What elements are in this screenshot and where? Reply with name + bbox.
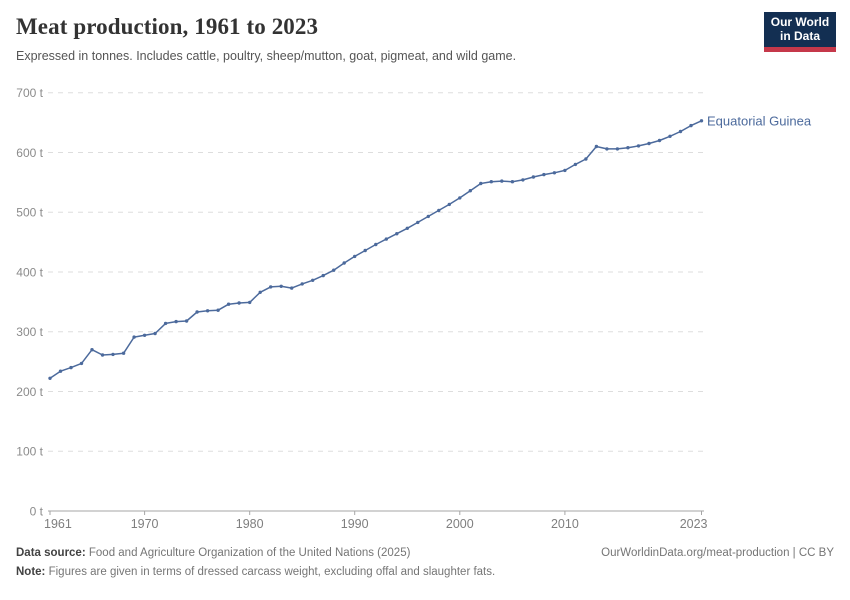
data-point-marker[interactable] bbox=[342, 261, 346, 265]
chart-subtitle: Expressed in tonnes. Includes cattle, po… bbox=[16, 49, 517, 63]
chart-footer: Data source: Food and Agriculture Organi… bbox=[16, 547, 834, 578]
chart-header: Meat production, 1961 to 2023 Expressed … bbox=[16, 14, 756, 63]
data-point-marker[interactable] bbox=[132, 335, 136, 339]
data-point-marker[interactable] bbox=[405, 226, 409, 230]
owid-logo-line2: in Data bbox=[779, 28, 820, 43]
data-point-marker[interactable] bbox=[657, 138, 662, 143]
x-axis-tick-label: 2023 bbox=[680, 517, 708, 531]
data-point-marker[interactable] bbox=[353, 254, 357, 259]
data-point-marker[interactable] bbox=[153, 331, 157, 336]
data-point-marker[interactable] bbox=[426, 214, 430, 219]
data-point-marker[interactable] bbox=[521, 178, 525, 182]
note-label: Note: bbox=[16, 566, 46, 578]
data-source-text: Food and Agriculture Organization of the… bbox=[88, 547, 411, 559]
y-axis-tick-label: 400 t bbox=[16, 266, 43, 280]
data-point-marker[interactable] bbox=[258, 290, 262, 294]
owid-logo[interactable]: Our World in Data bbox=[764, 12, 836, 52]
data-point-marker[interactable] bbox=[90, 348, 94, 352]
data-point-marker[interactable] bbox=[668, 134, 672, 138]
series-line[interactable] bbox=[49, 120, 702, 379]
data-point-marker[interactable] bbox=[437, 208, 441, 213]
y-axis-tick-label: 500 t bbox=[16, 206, 43, 220]
data-point-marker[interactable] bbox=[531, 175, 536, 179]
data-point-marker[interactable] bbox=[542, 172, 546, 177]
data-point-marker[interactable] bbox=[69, 365, 73, 370]
data-point-marker[interactable] bbox=[142, 333, 147, 337]
data-point-marker[interactable] bbox=[174, 319, 178, 324]
data-point-marker[interactable] bbox=[500, 179, 504, 183]
data-point-marker[interactable] bbox=[615, 147, 620, 151]
data-point-marker[interactable] bbox=[584, 157, 588, 161]
data-point-marker[interactable] bbox=[121, 351, 126, 355]
data-point-marker[interactable] bbox=[594, 144, 599, 149]
y-axis-tick-label: 100 t bbox=[16, 445, 43, 459]
data-point-marker[interactable] bbox=[248, 300, 252, 305]
data-point-marker[interactable] bbox=[48, 376, 52, 380]
y-axis-tick-label: 300 t bbox=[16, 325, 43, 339]
series-end-label: Equatorial Guinea bbox=[707, 113, 812, 128]
data-point-marker[interactable] bbox=[332, 268, 336, 272]
data-point-marker[interactable] bbox=[311, 278, 315, 282]
data-source-line: Data source: Food and Agriculture Organi… bbox=[16, 547, 410, 559]
data-point-marker[interactable] bbox=[237, 301, 241, 305]
data-point-marker[interactable] bbox=[269, 285, 273, 289]
data-point-marker[interactable] bbox=[79, 361, 84, 366]
x-axis-tick-label: 1990 bbox=[341, 517, 369, 531]
note-text: Figures are given in terms of dressed ca… bbox=[48, 566, 496, 578]
data-point-marker[interactable] bbox=[205, 309, 210, 313]
x-axis-tick-label: 1961 bbox=[44, 517, 72, 531]
data-point-marker[interactable] bbox=[374, 242, 378, 247]
data-point-marker[interactable] bbox=[384, 237, 388, 241]
data-point-marker[interactable] bbox=[100, 353, 105, 357]
data-point-marker[interactable] bbox=[111, 352, 115, 357]
owid-logo-line1: Our World bbox=[770, 15, 830, 29]
data-point-marker[interactable] bbox=[647, 141, 651, 146]
data-point-marker[interactable] bbox=[636, 144, 641, 148]
data-point-marker[interactable] bbox=[184, 319, 189, 323]
citation-link[interactable]: OurWorldinData.org/meat-production | CC … bbox=[601, 547, 834, 559]
data-point-marker[interactable] bbox=[626, 146, 630, 150]
y-axis-tick-label: 0 t bbox=[30, 505, 44, 519]
y-axis-tick-label: 600 t bbox=[16, 146, 43, 160]
data-point-marker[interactable] bbox=[279, 284, 283, 288]
x-axis-tick-label: 1970 bbox=[131, 517, 159, 531]
data-point-marker[interactable] bbox=[195, 310, 199, 314]
data-point-marker[interactable] bbox=[300, 282, 304, 286]
data-point-marker[interactable] bbox=[290, 286, 294, 290]
data-point-marker[interactable] bbox=[321, 273, 325, 278]
data-point-marker[interactable] bbox=[363, 248, 367, 253]
data-point-marker[interactable] bbox=[573, 162, 578, 167]
page-title: Meat production, 1961 to 2023 bbox=[16, 14, 319, 39]
x-axis-tick-label: 1980 bbox=[236, 517, 264, 531]
x-axis-tick-label: 2010 bbox=[551, 517, 579, 531]
data-point-marker[interactable] bbox=[678, 129, 683, 134]
data-source-label: Data source: bbox=[16, 547, 86, 559]
data-point-marker[interactable] bbox=[416, 220, 420, 225]
data-point-marker[interactable] bbox=[699, 119, 704, 123]
data-point-marker[interactable] bbox=[216, 308, 220, 312]
data-point-marker[interactable] bbox=[489, 180, 493, 184]
data-point-marker[interactable] bbox=[552, 171, 557, 175]
data-point-marker[interactable] bbox=[479, 181, 483, 186]
data-point-marker[interactable] bbox=[458, 196, 462, 200]
x-axis-tick-label: 2000 bbox=[446, 517, 474, 531]
note-line: Note: Figures are given in terms of dres… bbox=[16, 566, 834, 578]
y-axis-tick-label: 200 t bbox=[16, 385, 43, 399]
data-point-marker[interactable] bbox=[58, 369, 63, 373]
data-point-marker[interactable] bbox=[395, 232, 399, 236]
data-point-marker[interactable] bbox=[468, 189, 472, 193]
data-point-marker[interactable] bbox=[163, 321, 168, 326]
data-point-marker[interactable] bbox=[447, 202, 451, 207]
data-point-marker[interactable] bbox=[226, 302, 231, 306]
data-point-marker[interactable] bbox=[510, 180, 515, 184]
data-point-marker[interactable] bbox=[563, 168, 567, 173]
data-point-marker[interactable] bbox=[605, 147, 609, 151]
data-point-marker[interactable] bbox=[689, 123, 693, 128]
y-axis-tick-label: 700 t bbox=[16, 86, 43, 100]
